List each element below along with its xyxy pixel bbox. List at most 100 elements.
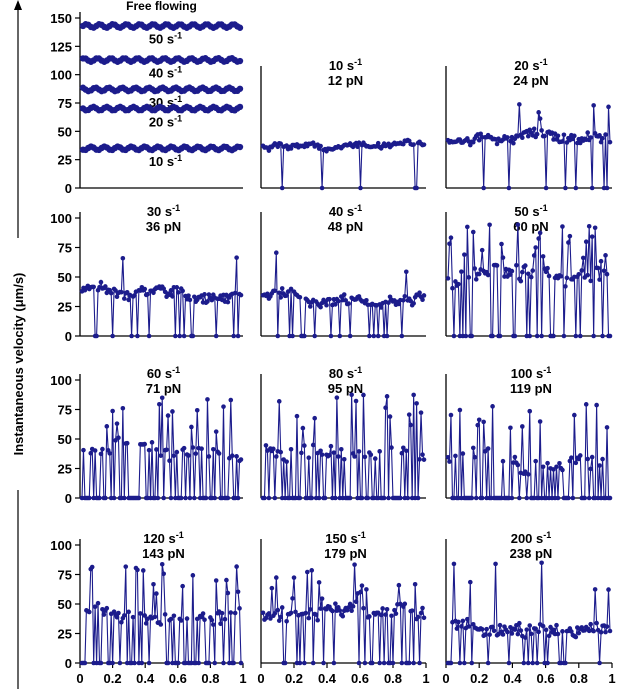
data-point [591,103,596,108]
data-point [312,333,317,339]
data-point [164,447,169,453]
x-tick-label: 0 [76,671,83,686]
shear-rate-label: 80 s-1 [329,365,362,381]
shear-rate-label: 60 s-1 [147,365,180,381]
data-point [506,185,512,191]
data-point [448,412,454,418]
data-point [536,236,541,241]
data-point [500,255,506,260]
data-point [288,447,294,452]
data-point [525,271,531,277]
data-point [225,590,231,596]
data-point [266,148,272,153]
data-point [152,614,158,620]
data-point [206,292,212,297]
data-point [606,104,611,110]
data-point [146,660,152,666]
data-point [448,235,454,241]
data-point [101,612,107,617]
data-point [601,268,607,274]
data-point [123,564,129,569]
data-point [586,223,592,229]
series-line [448,562,611,664]
data-point [509,268,515,274]
data-point [604,271,610,277]
y-tick-label: 50 [58,270,72,285]
data-point [221,660,226,666]
y-axis-label: Instantaneous velocity (μm/s) [11,273,26,456]
data-point [362,660,368,666]
data-point [521,660,527,666]
data-point [384,333,390,339]
data-point [370,660,375,666]
data-point [603,132,608,137]
data-point [560,139,565,144]
data-point [473,277,479,282]
data-point [534,333,540,339]
panel-p40: 40 s-148 pN [260,203,427,339]
data-point [399,450,405,456]
data-point [154,591,159,596]
data-point [417,290,422,296]
data-point [421,142,427,147]
data-point [418,410,424,415]
data-point [120,255,126,261]
force-label: 24 pN [513,73,548,88]
data-point [456,619,461,625]
data-point [130,614,136,620]
data-point [119,619,124,625]
data-point [592,587,598,592]
data-point [482,632,488,638]
data-point [515,462,521,468]
data-point [328,333,334,339]
data-point [372,456,378,461]
data-point [135,333,140,339]
data-point [278,141,284,147]
data-point [473,495,479,501]
x-tick-label: 0.6 [537,671,555,686]
data-point [126,609,131,615]
data-point [330,608,335,614]
data-point [508,272,513,277]
data-point [585,130,591,135]
data-point [551,467,556,472]
data-point [534,131,540,137]
data-point [302,333,307,339]
data-point [554,464,559,470]
data-point [588,135,593,140]
data-point [213,333,219,339]
data-point [324,302,329,308]
data-point [336,454,341,459]
data-point [178,495,184,501]
data-point [548,624,553,630]
data-point [337,333,343,339]
data-point [236,57,244,65]
data-point [190,573,196,578]
data-point [306,615,312,621]
data-point [135,567,140,573]
data-point [98,660,104,666]
data-point [122,613,127,618]
data-point [213,429,219,434]
data-point [463,333,469,339]
data-point [415,614,421,620]
data-point [490,333,495,339]
data-point [318,606,323,611]
data-point [288,146,294,151]
x-tick-label: 0.6 [169,671,187,686]
data-point [343,298,349,303]
data-point [219,610,225,616]
data-point [533,626,538,631]
data-point [524,627,530,632]
data-point [190,333,196,339]
data-point [279,286,285,291]
data-point [594,620,599,626]
data-point [520,424,525,429]
data-point [459,269,464,274]
data-point [356,660,362,666]
data-point [126,297,131,303]
x-tick-label: 0.8 [570,671,588,686]
data-point [171,453,177,459]
data-point [380,606,385,611]
